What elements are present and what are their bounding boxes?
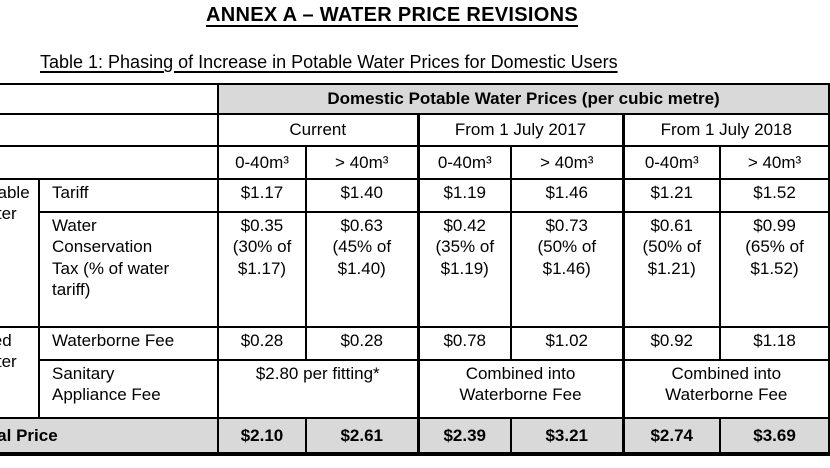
group-label-potable-water: Potable Water [0, 178, 40, 328]
period-header-row: Current From 1 July 2017 From 1 July 201… [0, 113, 830, 147]
tier-header: > 40m³ [718, 145, 830, 180]
header-spacer [0, 113, 219, 147]
period-header-2017: From 1 July 2017 [416, 113, 624, 147]
sanitary-fee-row: Sanitary Appliance Fee $2.80 per fitting… [0, 359, 830, 419]
period-header-2018: From 1 July 2018 [621, 113, 830, 147]
water-price-table: Domestic Potable Water Prices (per cubic… [0, 83, 830, 456]
tariff-value: $1.17 [217, 178, 307, 213]
table-main-header: Domestic Potable Water Prices (per cubic… [216, 83, 830, 115]
conservation-tax-row: Water Conservation Tax (% of water tarif… [0, 211, 830, 328]
conservation-tax-value: $0.35 (30% of $1.17) [217, 211, 307, 328]
conservation-tax-value: $0.99 (65% of $1.52) [718, 211, 830, 328]
period-header-current: Current [217, 113, 419, 147]
tier-header-row: 0-40m³ > 40m³ 0-40m³ > 40m³ 0-40m³ > 40m… [0, 145, 830, 180]
waterborne-fee-value: $0.78 [416, 326, 512, 361]
total-price-row: Total Price $2.10 $2.61 $2.39 $3.21 $2.7… [0, 417, 830, 456]
tier-header: 0-40m³ [621, 145, 721, 180]
tier-header: 0-40m³ [416, 145, 512, 180]
document-title: ANNEX A – WATER PRICE REVISIONS [206, 4, 578, 26]
sanitary-fee-2017: Combined into Waterborne Fee [416, 359, 624, 419]
conservation-tax-value: $0.61 (50% of $1.21) [621, 211, 721, 328]
waterborne-fee-value: $1.18 [718, 326, 830, 361]
waterborne-fee-value: $1.02 [510, 326, 624, 361]
total-price-value: $2.10 [217, 417, 307, 456]
total-price-value: $2.74 [621, 417, 721, 456]
total-price-value: $3.21 [510, 417, 624, 456]
total-price-value: $2.61 [305, 417, 419, 456]
waterborne-fee-value: $0.28 [217, 326, 307, 361]
row-label-total-price: Total Price [0, 417, 219, 456]
tariff-value: $1.46 [510, 178, 624, 213]
tariff-value: $1.21 [621, 178, 721, 213]
tier-header: > 40m³ [305, 145, 419, 180]
conservation-tax-value: $0.73 (50% of $1.46) [510, 211, 624, 328]
waterborne-fee-value: $0.28 [305, 326, 419, 361]
main-header-row: Domestic Potable Water Prices (per cubic… [0, 83, 830, 115]
header-spacer [0, 145, 219, 180]
waterborne-fee-value: $0.92 [621, 326, 721, 361]
total-price-value: $2.39 [416, 417, 512, 456]
row-label-sanitary-fee: Sanitary Appliance Fee [38, 359, 219, 419]
sanitary-fee-2018: Combined into Waterborne Fee [621, 359, 830, 419]
tariff-row: Potable Water Tariff $1.17 $1.40 $1.19 $… [0, 178, 830, 328]
tier-header: 0-40m³ [217, 145, 307, 180]
tariff-value: $1.19 [416, 178, 512, 213]
group-label-used-water: Used Water [0, 326, 40, 419]
conservation-tax-value: $0.42 (35% of $1.19) [416, 211, 512, 328]
tariff-value: $1.52 [718, 178, 830, 213]
row-label-waterborne-fee: Waterborne Fee [38, 326, 219, 361]
table-caption: Table 1: Phasing of Increase in Potable … [40, 52, 618, 72]
waterborne-fee-row: Used Water Waterborne Fee $0.28 $0.28 $0… [0, 326, 830, 419]
header-spacer [0, 83, 219, 115]
sanitary-fee-current: $2.80 per fitting* [217, 359, 419, 419]
conservation-tax-value: $0.63 (45% of $1.40) [305, 211, 419, 328]
row-label-conservation-tax: Water Conservation Tax (% of water tarif… [38, 211, 219, 328]
tariff-value: $1.40 [305, 178, 419, 213]
row-label-tariff: Tariff [38, 178, 219, 213]
total-price-value: $3.69 [718, 417, 830, 456]
tier-header: > 40m³ [510, 145, 624, 180]
